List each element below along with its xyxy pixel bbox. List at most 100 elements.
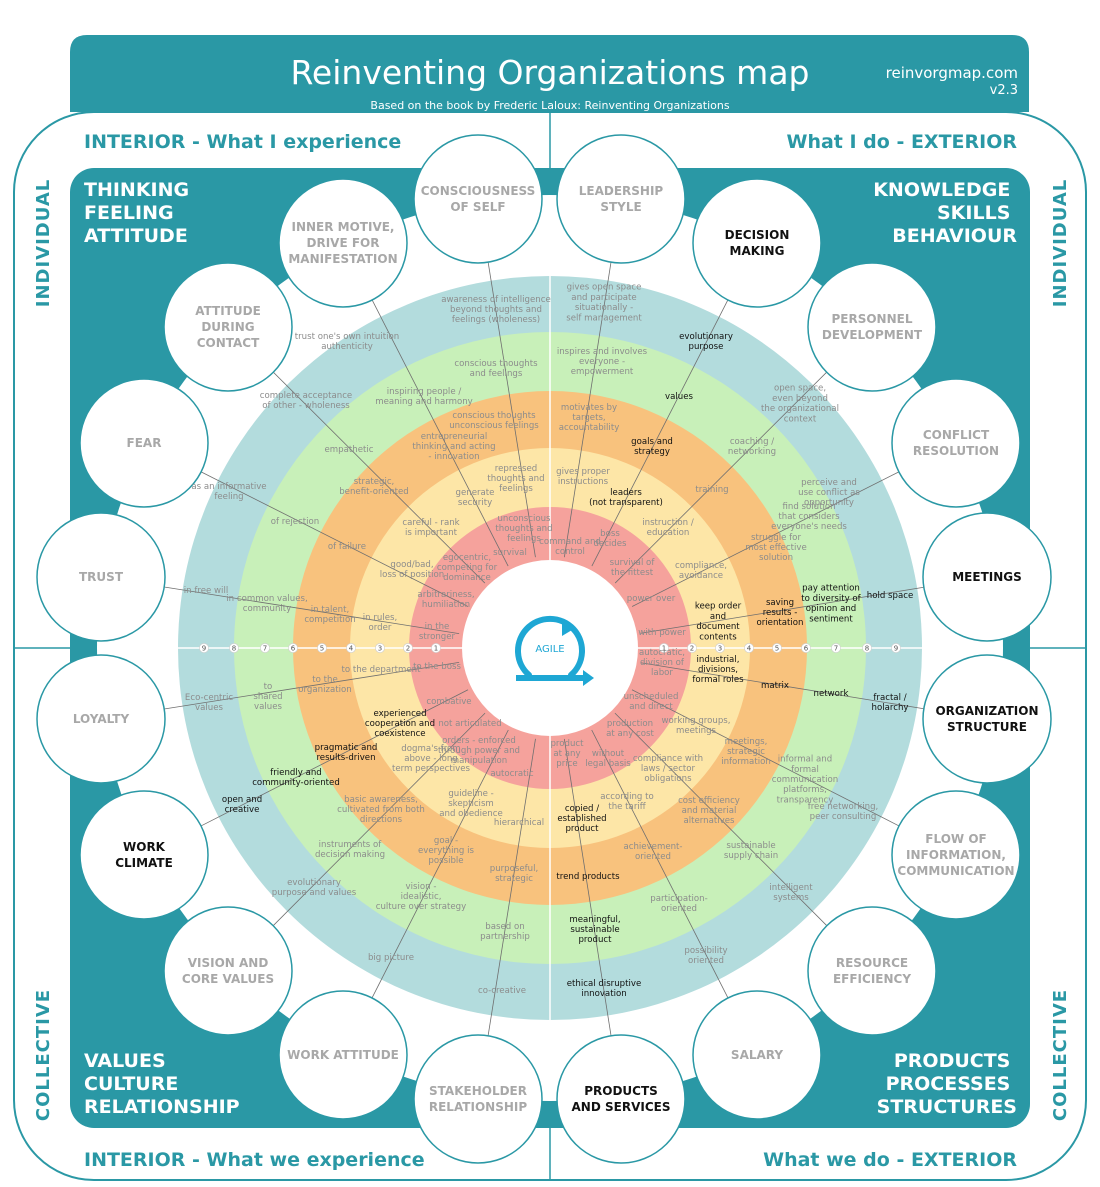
scale-marker	[431, 643, 441, 653]
scale-number: 2	[690, 645, 694, 653]
topic-label: MEETINGS	[952, 570, 1022, 584]
topic-trust[interactable]: TRUST	[36, 512, 166, 642]
topic-fear[interactable]: FEAR	[79, 378, 209, 508]
ring-label: network	[814, 689, 849, 699]
topic-circle-shape	[413, 1034, 543, 1164]
ring-label: in talent, competition	[304, 605, 355, 625]
scale-marker	[715, 643, 725, 653]
ring-label: to the boss	[413, 662, 461, 672]
topic-salary[interactable]: SALARY	[692, 990, 822, 1120]
topic-decision-making[interactable]: DECISION MAKING	[692, 178, 822, 308]
spoke-line	[371, 729, 509, 999]
ring-label: industrial, divisions, formal roles	[692, 655, 744, 685]
topic-circle-shape	[556, 134, 686, 264]
scale-marker	[317, 643, 327, 653]
ring-label: basic awareness, cultivated from both dire…	[337, 795, 425, 825]
topic-stakeholder-relationship[interactable]: STAKEHOLDER RELATIONSHIP	[413, 1034, 543, 1164]
scale-number: 4	[349, 645, 354, 653]
ring-label: open and creative	[222, 795, 262, 815]
ring-label: egocentric, competing for dominance	[437, 553, 498, 583]
ring-label: intelligent systems	[769, 883, 813, 903]
topic-label: LEADERSHIP	[579, 184, 664, 198]
topic-label: DURING	[201, 320, 254, 334]
ring-label: struggle for most effective solution	[745, 533, 807, 563]
ring-label: copied / established product	[557, 804, 606, 834]
ring-label: complete acceptance of other - wholeness	[260, 391, 352, 411]
topic-label: SALARY	[731, 1048, 783, 1062]
ring-label: to shared values	[253, 682, 282, 712]
ring-label: careful - rank is important	[402, 518, 459, 538]
topic-label: DECISION	[725, 228, 790, 242]
topic-label: WORK	[123, 840, 166, 854]
ring-label: working groups, meetings	[662, 716, 731, 736]
topic-resource-efficiency[interactable]: RESOURCE EFFICIENCY	[807, 906, 937, 1036]
ring-label: repressed thoughts and feelings	[487, 464, 544, 494]
ring-label: boss decides	[593, 529, 627, 549]
topic-loyalty[interactable]: LOYALTY	[36, 654, 166, 784]
topic-leadership-style[interactable]: LEADERSHIP STYLE	[556, 134, 686, 264]
quadrant-title-bottom-right: What we do - EXTERIOR	[763, 1149, 1017, 1171]
topic-label: RESOLUTION	[913, 444, 999, 458]
ring-label: with power	[638, 628, 686, 638]
topic-label: VISION AND	[188, 956, 269, 970]
topic-meetings[interactable]: MEETINGS	[922, 512, 1052, 642]
ring-label: co-creative	[478, 986, 526, 996]
topic-circle-shape	[922, 654, 1052, 784]
version-label: v2.3	[990, 83, 1018, 98]
ring-label: coaching / networking	[728, 437, 776, 457]
scale-markers: 9 9 8 8 7 7 6 6 5 5 4 4 3 3 2 2 1 1	[199, 643, 901, 653]
scale-marker	[687, 643, 697, 653]
ring-label: achievement-oriented	[623, 842, 682, 862]
ring-label: power over	[627, 594, 676, 604]
scale-marker	[375, 643, 385, 653]
topic-label: INNER MOTIVE,	[291, 220, 394, 234]
topic-flow-of-information[interactable]: FLOW OF INFORMATION, COMMUNICATION	[891, 790, 1021, 920]
ring-label: hierarchical	[494, 818, 544, 828]
ring-label: in the stronger	[419, 622, 456, 642]
topic-label: CORE VALUES	[182, 972, 274, 986]
ring-label: instruction / education	[642, 518, 694, 538]
scale-marker	[199, 643, 209, 653]
topic-products-and-services[interactable]: PRODUCTS AND SERVICES	[556, 1034, 686, 1164]
ring-label: evolutionary purpose and values	[272, 878, 357, 898]
ring-label: goal -everything is possible	[418, 836, 475, 866]
topic-label: FLOW OF	[925, 832, 986, 846]
scale-number: 2	[406, 645, 410, 653]
scale-marker	[801, 643, 811, 653]
ring-label: not articulated	[438, 719, 501, 729]
ring-label: generate security	[456, 488, 495, 508]
ring-label: goals and strategy	[631, 437, 673, 457]
topic-label: LOYALTY	[73, 712, 130, 726]
topic-inner-motive[interactable]: INNER MOTIVE, DRIVE FOR MANIFESTATION	[278, 178, 408, 308]
ring-label: production at any cost	[606, 719, 654, 739]
topic-vision-and-core-values[interactable]: VISION AND CORE VALUES	[163, 906, 293, 1036]
topic-label: COMMUNICATION	[897, 864, 1014, 878]
topic-circle-shape	[79, 378, 209, 508]
topic-label: MAKING	[730, 244, 785, 258]
corner-label-knowledge: KNOWLEDGE SKILLS BEHAVIOUR	[873, 179, 1017, 247]
topic-label: OF SELF	[450, 200, 505, 214]
topic-personnel-development[interactable]: PERSONNEL DEVELOPMENT	[807, 262, 937, 392]
topic-work-attitude[interactable]: WORK ATTITUDE	[278, 990, 408, 1120]
ring-label: purposeful, strategic	[490, 864, 539, 884]
ring-label: big picture	[368, 953, 414, 963]
spoke-line	[273, 371, 486, 584]
ring-label: participation-oriented	[650, 894, 707, 914]
topic-consciousness-of-self[interactable]: CONSCIOUSNESS OF SELF	[413, 134, 543, 264]
spoke-line	[614, 712, 828, 926]
ring-label: in common values, community	[226, 594, 307, 614]
topic-circle-shape	[891, 378, 1021, 508]
agile-icon	[515, 615, 594, 686]
topic-label: ATTITUDE	[195, 304, 261, 318]
ring-label: awareness of intelligence beyond thoughts…	[441, 295, 550, 325]
topic-conflict-resolution[interactable]: CONFLICT RESOLUTION	[891, 378, 1021, 508]
topic-attitude-during-contact[interactable]: ATTITUDE DURING CONTACT	[163, 262, 293, 392]
ring-label: fractal / holarchy	[872, 693, 909, 713]
scale-number: 6	[291, 645, 296, 653]
topic-work-climate[interactable]: WORK CLIMATE	[79, 790, 209, 920]
topic-organization-structure[interactable]: ORGANIZATION STRUCTURE	[922, 654, 1052, 784]
corner-label-products: PRODUCTS PROCESSES STRUCTURES	[877, 1050, 1017, 1118]
ring-label: inspiring people / meaning and harmony	[375, 387, 473, 407]
ring-label: unconscious thoughts and feelings	[495, 514, 552, 544]
